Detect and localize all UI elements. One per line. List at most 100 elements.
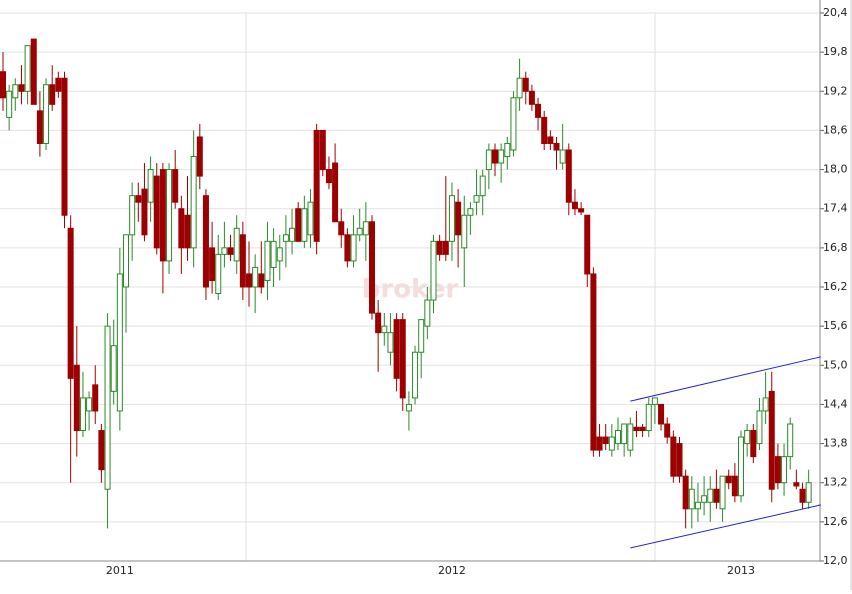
y-tick-label: 18,0: [823, 163, 848, 176]
candle-body: [61, 77, 68, 216]
candle-body: [455, 201, 462, 236]
candle-body: [295, 208, 302, 242]
y-tick-label: 15,0: [823, 358, 848, 371]
candle-body: [633, 426, 640, 432]
candle-body: [227, 247, 234, 255]
candle-body: [793, 482, 800, 487]
candle-body: [338, 221, 345, 236]
candle-body: [787, 423, 794, 458]
candle-body: [473, 195, 480, 203]
candle-body: [553, 142, 560, 151]
candle-body: [362, 221, 369, 236]
y-tick-label: 17,4: [823, 202, 848, 215]
candle-body: [651, 397, 658, 405]
candle-body: [55, 77, 62, 92]
candle-body: [424, 299, 431, 327]
candle-body: [781, 456, 788, 484]
candle-body: [602, 436, 609, 445]
y-tick-label: 12,0: [823, 554, 848, 567]
candle-body: [670, 436, 677, 477]
candle-body: [350, 234, 357, 262]
candle-body: [442, 240, 449, 255]
candle-body: [436, 240, 443, 255]
candle-body: [202, 195, 209, 288]
y-tick-label: 16,8: [823, 241, 848, 254]
candle-body: [325, 169, 332, 184]
candle-body: [516, 77, 523, 99]
trend-line: [630, 356, 822, 402]
candle-body: [510, 97, 517, 151]
candle-body: [608, 436, 615, 451]
candle-body: [73, 364, 80, 432]
candle-body: [24, 45, 31, 92]
candle-body: [719, 475, 726, 510]
candle-body: [30, 38, 37, 105]
candle-body: [559, 149, 566, 164]
watermark: broker: [362, 275, 459, 305]
x-tick-label: 2011: [106, 564, 134, 577]
candle-body: [774, 456, 781, 484]
candle-body: [215, 253, 222, 295]
candle-body: [627, 423, 634, 451]
y-tick-label: 16,2: [823, 280, 848, 293]
candle-body: [725, 475, 732, 484]
candle-body: [221, 247, 228, 255]
candle-body: [541, 116, 548, 144]
candle-body: [178, 208, 185, 249]
candle-body: [621, 423, 628, 445]
candle-body: [645, 403, 652, 432]
candle-body: [98, 430, 105, 471]
candle-body: [615, 430, 621, 445]
candle-body: [369, 221, 375, 314]
candle-body: [590, 273, 597, 451]
candle-body: [153, 175, 160, 249]
candle-body: [492, 149, 498, 164]
candle-body: [393, 319, 400, 379]
candle-body: [258, 273, 265, 288]
candle-body: [461, 214, 468, 249]
candle-body: [578, 208, 585, 213]
candle-body: [116, 273, 123, 412]
candle-body: [756, 410, 763, 445]
candle-body: [375, 312, 382, 334]
candle-body: [535, 103, 542, 118]
candle-body: [731, 475, 738, 497]
candle-body: [43, 84, 50, 144]
candle-body: [498, 149, 505, 164]
candle-body: [479, 175, 486, 197]
candle-body: [387, 332, 394, 353]
candle-body: [418, 319, 425, 353]
candle-body: [448, 195, 455, 242]
candle-body: [92, 384, 99, 412]
candle-body: [166, 169, 173, 262]
y-tick-label: 13,2: [823, 476, 848, 489]
candle-body: [768, 390, 775, 490]
y-tick-label: 19,2: [823, 84, 848, 97]
candle-body: [264, 240, 271, 281]
candle-body: [233, 227, 240, 262]
candle-body: [399, 319, 406, 399]
candle-body: [319, 129, 326, 171]
candle-body: [270, 240, 277, 268]
candle-body: [596, 436, 603, 451]
trend-line: [630, 504, 822, 549]
candle-body: [209, 247, 216, 281]
y-tick-label: 13,8: [823, 437, 848, 450]
candle-body: [147, 169, 154, 203]
candle-body: [332, 162, 339, 223]
x-tick-label: 2012: [438, 564, 466, 577]
candle-body: [79, 397, 86, 432]
candle-body: [159, 169, 166, 262]
candle-body: [239, 234, 246, 288]
candle-body: [522, 77, 529, 92]
candle-body: [707, 488, 714, 503]
candle-body: [639, 426, 646, 432]
candle-body: [184, 214, 191, 249]
candle-body: [129, 195, 136, 236]
x-tick-label: 2013: [727, 564, 755, 577]
candle-body: [282, 234, 289, 242]
candle-body: [405, 403, 412, 412]
candle-body: [276, 247, 283, 262]
candle-body: [18, 84, 25, 92]
